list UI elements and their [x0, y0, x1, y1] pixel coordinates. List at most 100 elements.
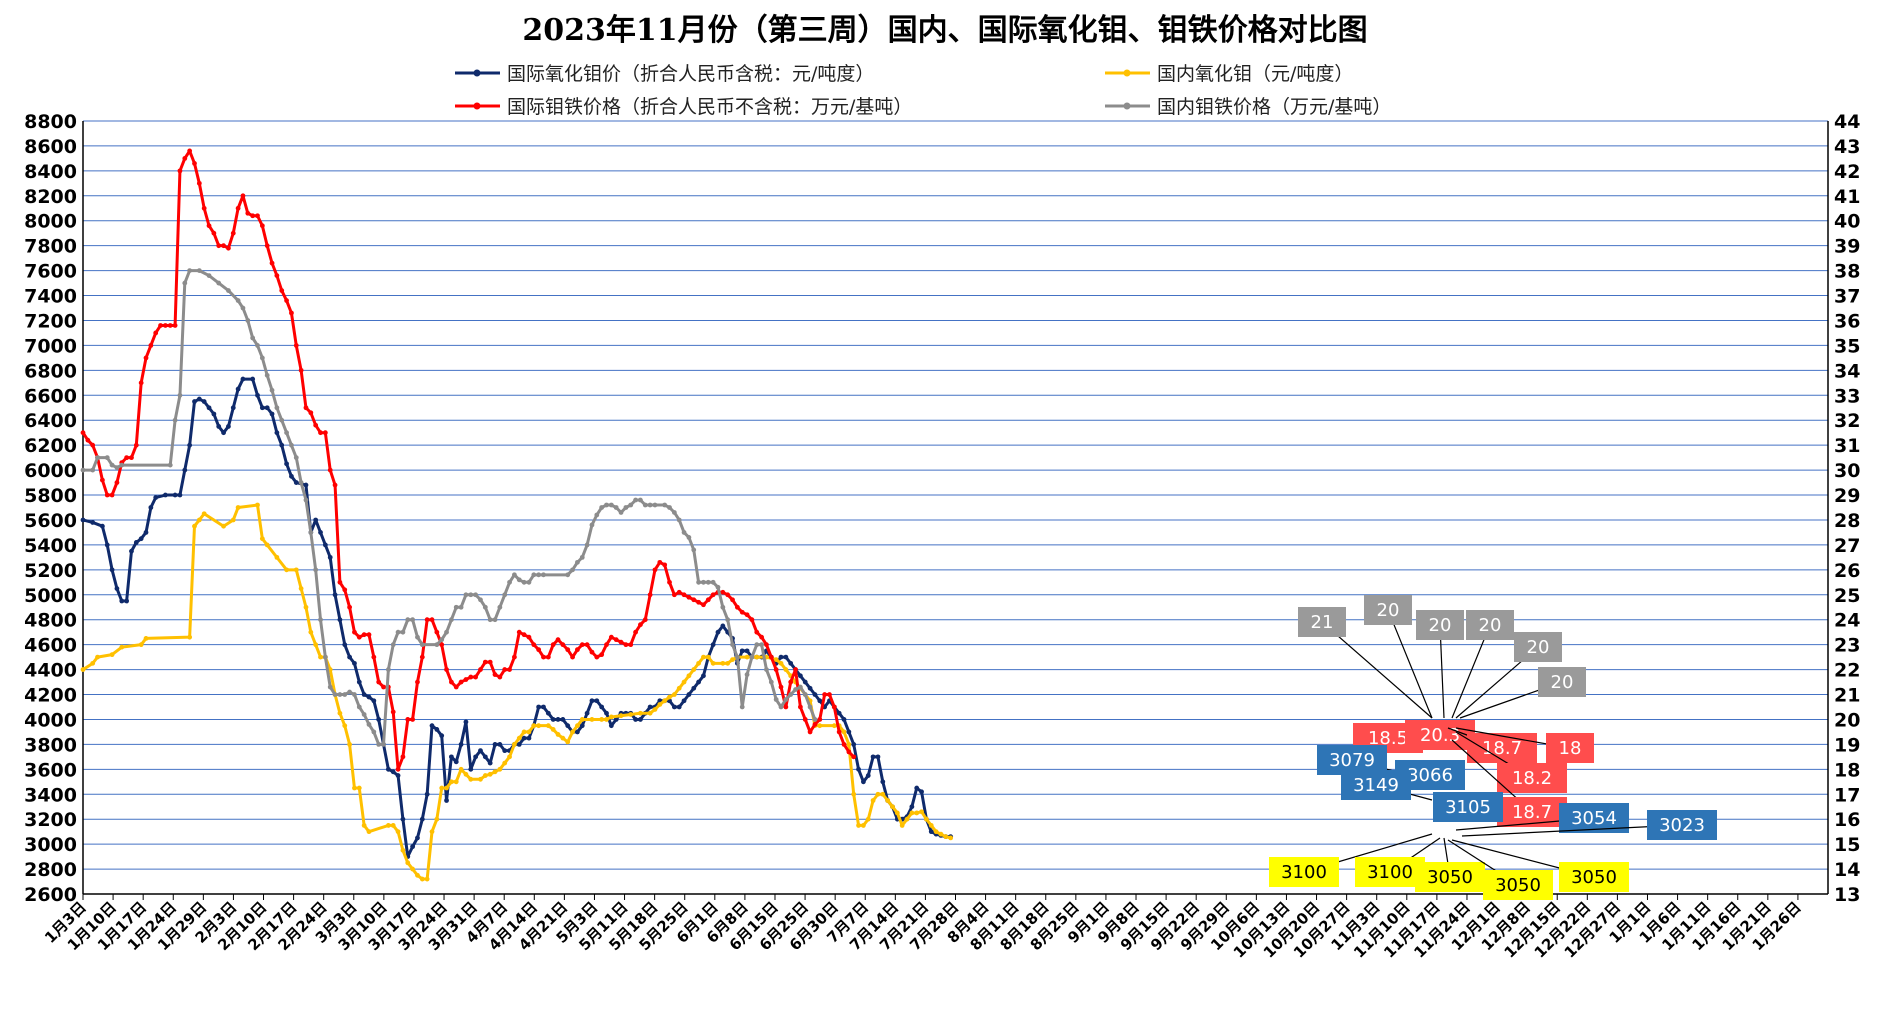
legend-label: 国内氧化钼（元/吨度）	[1157, 63, 1353, 85]
data-point	[463, 771, 469, 777]
data-point	[95, 654, 100, 660]
data-point	[739, 648, 745, 654]
data-point	[671, 592, 677, 598]
data-point	[274, 405, 280, 411]
data-point	[715, 584, 721, 590]
data-point	[802, 679, 808, 685]
y-right-tick-label: 26	[1834, 560, 1860, 582]
data-point	[206, 405, 212, 411]
annotation-label: 3100	[1281, 862, 1327, 883]
data-point	[909, 810, 915, 816]
data-point	[298, 586, 304, 591]
data-point	[807, 729, 813, 735]
data-point	[410, 866, 416, 872]
data-point	[419, 816, 425, 822]
data-point	[521, 729, 527, 735]
data-point	[633, 497, 638, 503]
annotation-label: 20	[1527, 637, 1550, 658]
data-point	[652, 707, 658, 712]
data-point	[579, 717, 585, 722]
data-point	[773, 667, 779, 672]
data-point	[153, 330, 159, 336]
data-point	[478, 667, 483, 672]
data-point	[458, 766, 464, 772]
data-point	[448, 679, 454, 685]
data-point	[473, 754, 479, 760]
data-point	[104, 455, 110, 461]
data-point	[676, 704, 682, 710]
data-point	[647, 502, 653, 508]
data-point	[293, 455, 299, 461]
data-point	[846, 729, 852, 735]
y-right-tick-label: 19	[1834, 734, 1860, 756]
data-point	[749, 617, 755, 623]
data-point	[405, 617, 411, 623]
data-point	[696, 679, 701, 685]
data-point	[875, 754, 881, 760]
data-point	[526, 579, 532, 585]
data-point	[536, 704, 542, 710]
data-point	[754, 654, 760, 660]
data-point	[182, 280, 188, 286]
annotation-label: 20	[1429, 615, 1452, 636]
data-point	[836, 729, 842, 735]
data-point	[667, 579, 672, 585]
y-left-tick-label: 8000	[24, 211, 77, 233]
data-point	[259, 405, 265, 411]
data-point	[628, 502, 634, 508]
data-point	[822, 692, 828, 697]
legend: 国际氧化钼价（折合人民币含税：元/吨度） 国内氧化钼（元/吨度） 国际钼铁价格（折合…	[455, 63, 1391, 118]
data-point	[284, 430, 289, 436]
y-left-tick-label: 6600	[24, 385, 77, 407]
data-point	[599, 717, 605, 722]
data-point	[560, 735, 566, 741]
data-point	[434, 727, 440, 732]
y-left-tick-label: 3600	[24, 759, 77, 781]
y-right-tick-label: 40	[1834, 211, 1860, 233]
data-point	[192, 523, 197, 529]
data-point	[579, 554, 585, 560]
data-point	[487, 617, 493, 623]
data-point	[676, 685, 682, 691]
data-point	[725, 660, 731, 666]
data-point	[308, 410, 314, 416]
data-point	[667, 694, 672, 700]
data-point	[468, 766, 474, 772]
data-point	[536, 647, 542, 653]
data-point	[361, 692, 367, 697]
data-point	[478, 776, 483, 782]
data-point	[90, 442, 96, 448]
data-point	[337, 710, 343, 716]
data-point	[376, 741, 382, 747]
data-point	[410, 844, 416, 850]
data-point	[289, 442, 294, 448]
data-point	[313, 567, 319, 573]
data-point	[119, 598, 125, 604]
data-point	[366, 829, 372, 835]
data-point	[725, 592, 731, 598]
data-point	[584, 710, 590, 716]
data-point	[352, 629, 357, 635]
data-point	[618, 639, 624, 645]
data-point	[148, 505, 154, 510]
data-point	[657, 702, 663, 707]
data-point	[327, 554, 333, 560]
annotation-label: 3050	[1427, 867, 1473, 888]
data-point	[371, 698, 377, 704]
data-point	[395, 766, 401, 772]
data-point	[623, 642, 629, 648]
data-point	[638, 622, 643, 628]
data-point	[109, 462, 115, 468]
legend-marker	[1123, 102, 1131, 110]
annotation-label: 18	[1559, 738, 1582, 759]
data-point	[352, 692, 357, 697]
data-point	[133, 540, 139, 545]
data-point	[390, 642, 396, 648]
data-point	[899, 823, 905, 828]
data-point	[686, 673, 692, 679]
data-point	[541, 704, 546, 710]
annotation-box	[1341, 770, 1411, 800]
data-point	[851, 791, 857, 797]
data-point	[245, 210, 251, 216]
y-right-tick-label: 17	[1834, 784, 1860, 806]
